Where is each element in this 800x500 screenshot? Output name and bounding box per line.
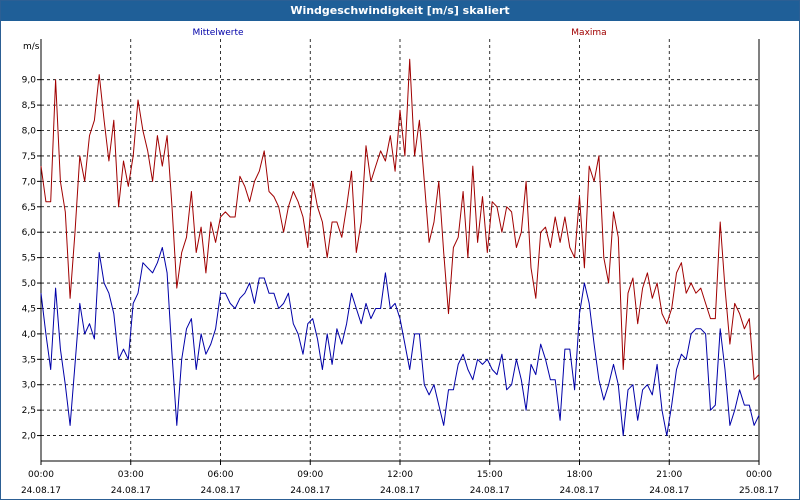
data-series bbox=[40, 58, 760, 437]
y-tick-label: 7,0 bbox=[22, 177, 37, 187]
x-tick-time: 06:00 bbox=[208, 470, 234, 480]
y-tick-label: 8,0 bbox=[22, 127, 37, 137]
y-tick-labels: 2,0 2,5 3,0 3,5 4,0 4,5 5,0 5,5 6,0 6,5 7,0 7,5 8,0 8… bbox=[22, 76, 37, 442]
x-tick-date: 24.08.17 bbox=[559, 486, 599, 496]
x-tick-time: 00:00 bbox=[28, 470, 54, 480]
legend-mittelwerte: Mittelwerte bbox=[192, 28, 243, 38]
window-title: Windgeschwindigkeit [m/s] skaliert bbox=[1, 1, 799, 21]
y-tick-label: 3,5 bbox=[22, 355, 36, 365]
y-tick-label: 2,5 bbox=[22, 406, 36, 416]
legend-maxima: Maxima bbox=[571, 28, 606, 38]
y-tick-label: 6,0 bbox=[22, 228, 37, 238]
y-tick-label: 3,0 bbox=[22, 381, 37, 391]
x-tick-time: 21:00 bbox=[656, 470, 682, 480]
y-tick-label: 5,5 bbox=[22, 254, 36, 264]
y-tick-label: 6,5 bbox=[22, 203, 36, 213]
x-tick-time: 18:00 bbox=[567, 470, 593, 480]
y-axis-label: m/s bbox=[23, 42, 40, 52]
x-tick-date: 24.08.17 bbox=[380, 486, 420, 496]
y-tick-label: 7,5 bbox=[22, 152, 36, 162]
x-tick-time: 00:00 bbox=[746, 470, 772, 480]
y-tick-label: 4,5 bbox=[22, 304, 36, 314]
x-tick-time: 03:00 bbox=[118, 470, 144, 480]
y-tick-label: 2,0 bbox=[22, 432, 37, 442]
series-line-mittelwerte bbox=[40, 247, 760, 437]
x-tick-time: 09:00 bbox=[297, 470, 323, 480]
x-tick-time: 15:00 bbox=[477, 470, 503, 480]
x-tick-date: 24.08.17 bbox=[111, 486, 151, 496]
x-tick-date: 24.08.17 bbox=[200, 486, 240, 496]
y-tick-label: 4,0 bbox=[22, 330, 37, 340]
axes bbox=[37, 39, 760, 465]
x-tick-date: 24.08.17 bbox=[290, 486, 330, 496]
wind-speed-chart: 2,0 2,5 3,0 3,5 4,0 4,5 5,0 5,5 6,0 6,5 7,0 7,5 8,0 8… bbox=[21, 28, 779, 496]
x-tick-date: 25.08.17 bbox=[739, 486, 779, 496]
x-tick-time: 12:00 bbox=[387, 470, 413, 480]
x-tick-date: 24.08.17 bbox=[470, 486, 510, 496]
x-tick-date: 24.08.17 bbox=[21, 486, 61, 496]
x-tick-labels: 00:00 24.08.17 03:00 24.08.17 06:00 24.08.17 0… bbox=[21, 470, 779, 496]
x-tick-date: 24.08.17 bbox=[649, 486, 689, 496]
y-tick-label: 9,0 bbox=[22, 76, 37, 86]
legend: Mittelwerte Maxima bbox=[192, 28, 606, 38]
series-line-maxima bbox=[40, 58, 760, 381]
y-tick-label: 8,5 bbox=[22, 101, 36, 111]
grid-lines bbox=[41, 39, 759, 461]
y-tick-label: 5,0 bbox=[22, 279, 37, 289]
